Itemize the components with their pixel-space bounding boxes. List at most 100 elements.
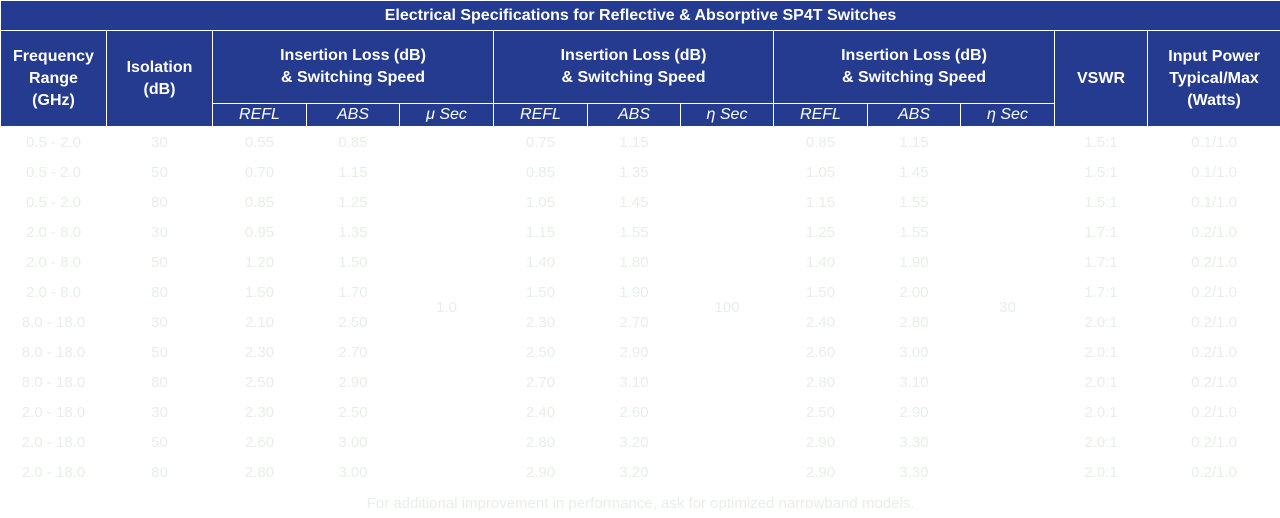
cell: 2.50 (805, 403, 836, 421)
cell: 1.55 (899, 223, 929, 241)
cell: 8.0 - 18.0 (21, 313, 86, 331)
cell: 0.85 (338, 133, 368, 151)
cell: 2.0:1 (1084, 403, 1118, 421)
cell: 2.0 - 8.0 (25, 253, 82, 271)
cell: 0.5 - 2.0 (25, 133, 82, 151)
cell: 2.90 (805, 463, 836, 481)
cell: 1.50 (805, 283, 836, 301)
cell: 1.7:1 (1084, 223, 1118, 241)
header-line: & Switching Speed (280, 69, 425, 86)
cell: 0.1/1.0 (1191, 163, 1237, 181)
cell: 2.30 (244, 403, 275, 421)
footnote-row: For additional improvement in performanc… (1, 487, 1280, 518)
cell: 2.0 - 18.0 (21, 403, 86, 421)
cell: 1.5:1 (1084, 163, 1118, 181)
header-line: (GHz) (32, 91, 75, 109)
header-line: Typical/Max (1169, 69, 1259, 87)
cell: 50 (151, 433, 168, 451)
cell: 3.20 (619, 463, 649, 481)
cell: 0.55 (244, 133, 275, 151)
sub-header: η Sec (680, 103, 774, 127)
cell: 0.2/1.0 (1191, 433, 1237, 451)
title-row: Electrical Specifications for Reflective… (0, 0, 1280, 31)
sub-header: REFL (212, 103, 307, 127)
cell: 2.80 (805, 373, 836, 391)
header-line: Insertion Loss (dB) (560, 47, 707, 64)
cell: 1.05 (525, 193, 556, 211)
cell: 0.95 (244, 223, 275, 241)
cell: 3.20 (619, 433, 649, 451)
cell: 2.70 (338, 343, 368, 361)
cell: 1.45 (619, 193, 649, 211)
cell: 1.35 (619, 163, 649, 181)
cell: 0.70 (244, 163, 275, 181)
cell: 2.90 (619, 343, 649, 361)
cell: 3.00 (338, 463, 368, 481)
cell: 0.1/1.0 (1191, 193, 1237, 211)
cell: 1.50 (525, 283, 556, 301)
data-row: 2.0 - 18.0 30 2.30 2.50 2.40 2.60 2.50 2.90 2.0:… (1, 397, 1280, 427)
frequency-header: Frequency Range (GHz) (0, 30, 107, 127)
isolation-header: Isolation (dB) (106, 30, 213, 127)
cell: 30 (151, 403, 168, 421)
data-row: 2.0 - 18.0 50 2.60 3.00 2.80 3.20 2.90 3.30 2.0:… (1, 427, 1280, 457)
header-row: Frequency Range (GHz) Isolation (dB) Insertio… (0, 30, 1280, 127)
cell: 1.50 (244, 283, 275, 301)
cell: 2.90 (338, 373, 368, 391)
sub-header: ABS (306, 103, 400, 127)
cell: 50 (151, 343, 168, 361)
data-row: 2.0 - 8.0 50 1.20 1.50 1.40 1.80 1.40 1.90 1.7:1… (1, 247, 1280, 277)
cell: 3.00 (338, 433, 368, 451)
cell: 0.85 (244, 193, 275, 211)
cell: 3.10 (619, 373, 649, 391)
data-row: 2.0 - 8.0 80 1.50 1.70 1.50 1.90 1.50 2.00 1.7:1… (1, 277, 1280, 307)
header-line: (Watts) (1187, 91, 1241, 109)
cell: 2.80 (244, 463, 275, 481)
cell: 0.2/1.0 (1191, 223, 1237, 241)
cell: 1.50 (338, 253, 368, 271)
sub-header: REFL (773, 103, 868, 127)
cell: 2.0 - 18.0 (21, 463, 86, 481)
cell: 2.0:1 (1084, 313, 1118, 331)
data-row: 8.0 - 18.0 30 2.10 2.50 2.30 2.70 2.40 2.80 2.0:… (1, 307, 1280, 337)
cell: 0.75 (525, 133, 556, 151)
header-line: (dB) (143, 80, 176, 98)
cell: 50 (151, 253, 168, 271)
group-header: Insertion Loss (dB) & Switching Speed (212, 30, 494, 104)
footnote: For additional improvement in performanc… (366, 494, 915, 512)
cell: 2.30 (244, 343, 275, 361)
cell: 1.80 (619, 253, 649, 271)
cell: 1.7:1 (1084, 253, 1118, 271)
cell: 1.20 (244, 253, 275, 271)
cell: 30 (151, 313, 168, 331)
cell: 2.40 (525, 403, 556, 421)
cell: 2.0 - 18.0 (21, 433, 86, 451)
cell: 2.0:1 (1084, 463, 1118, 481)
cell: 3.30 (899, 433, 929, 451)
cell: 2.50 (338, 313, 368, 331)
header-line: Input Power (1168, 47, 1260, 65)
data-row: 8.0 - 18.0 50 2.30 2.70 2.50 2.90 2.60 3.00 2.0:… (1, 337, 1280, 367)
switching-speed: 100 (714, 298, 740, 316)
cell: 1.55 (619, 223, 649, 241)
cell: 1.90 (619, 283, 649, 301)
cell: 2.90 (805, 433, 836, 451)
cell: 0.1/1.0 (1191, 133, 1237, 151)
cell: 2.0 - 8.0 (25, 283, 82, 301)
cell: 80 (151, 463, 168, 481)
switching-speed: 30 (999, 298, 1016, 316)
cell: 1.05 (805, 163, 836, 181)
data-row: 0.5 - 2.0 80 0.85 1.25 1.05 1.45 1.15 1.55 1.5:1… (1, 187, 1280, 217)
cell: 1.15 (338, 163, 368, 181)
group-header: Insertion Loss (dB) & Switching Speed (773, 30, 1055, 104)
cell: 2.0:1 (1084, 433, 1118, 451)
cell: 2.60 (244, 433, 275, 451)
cell: 2.0 - 8.0 (25, 223, 82, 241)
cell: 3.30 (899, 463, 929, 481)
cell: 0.2/1.0 (1191, 313, 1237, 331)
cell: 8.0 - 18.0 (21, 343, 86, 361)
cell: 50 (151, 163, 168, 181)
sub-header: η Sec (960, 103, 1055, 127)
cell: 2.80 (899, 313, 929, 331)
